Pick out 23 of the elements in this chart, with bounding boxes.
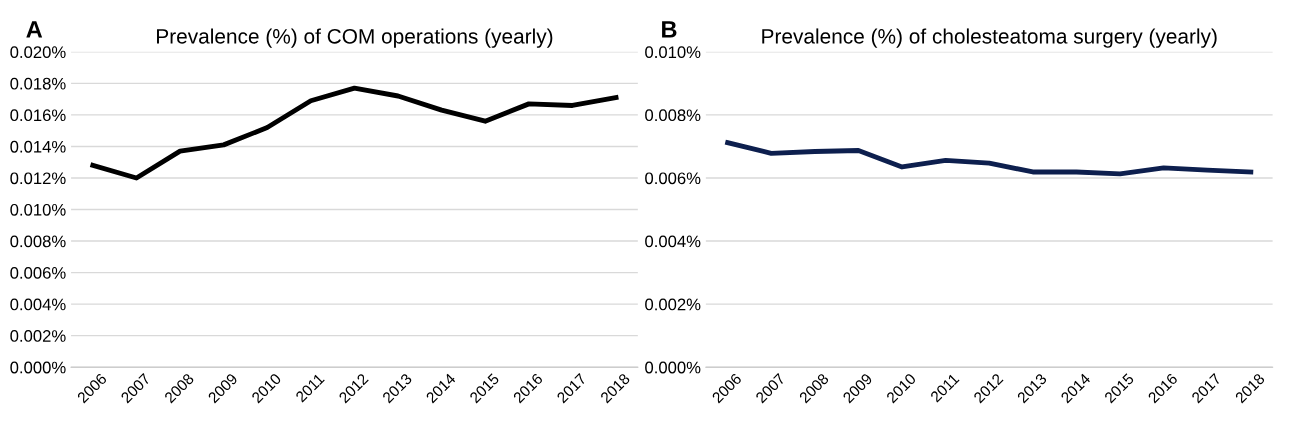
y-tick-label: 0.002%	[645, 298, 701, 311]
y-tick-label: 0.004%	[645, 235, 701, 248]
line-series	[725, 140, 1254, 177]
chart-title: Prevalence (%) of cholesteatoma surgery (yearly)	[762, 28, 1217, 48]
y-tick-label: 0.010%	[10, 203, 66, 216]
y-tick-label: 0.008%	[10, 235, 66, 248]
y-tick-label: 0.020%	[10, 46, 66, 59]
y-tick-label: 0.012%	[10, 172, 66, 185]
y-tick-label: 0.016%	[10, 109, 66, 122]
y-tick-label: 0.000%	[10, 361, 66, 374]
line-series	[90, 85, 619, 181]
y-tick-label: 0.018%	[10, 77, 66, 90]
y-tick-label: 0.008%	[645, 109, 701, 122]
text: B	[662, 21, 677, 38]
y-tick-label: 0.004%	[10, 298, 66, 311]
y-tick-label: 0.000%	[645, 361, 701, 374]
y-tick-label: 0.002%	[10, 330, 66, 342]
chart-title: Prevalence (%) of COM operations (yearly)	[157, 28, 553, 48]
text: A	[26, 21, 43, 38]
y-tick-label: 0.014%	[10, 140, 66, 153]
y-tick-label: 0.006%	[645, 172, 701, 185]
y-tick-label: 0.010%	[645, 46, 701, 59]
y-tick-label: 0.006%	[10, 266, 66, 279]
